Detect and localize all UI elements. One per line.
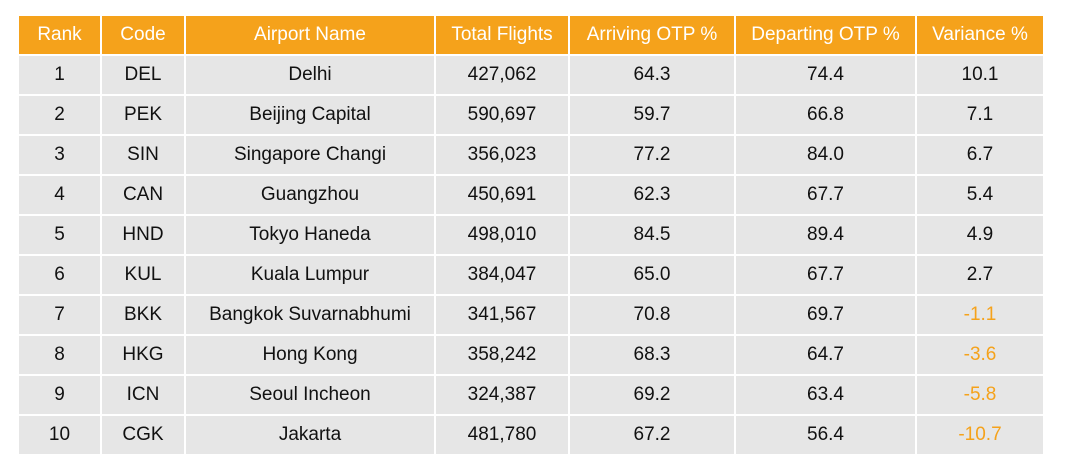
cell-departing-otp: 64.7 (736, 336, 915, 374)
cell-arriving-otp: 84.5 (570, 216, 734, 254)
airport-otp-table: Rank Code Airport Name Total Flights Arr… (17, 14, 1045, 456)
header-variance: Variance % (917, 16, 1043, 54)
cell-arriving-otp: 69.2 (570, 376, 734, 414)
cell-airport-name: Bangkok Suvarnabhumi (186, 296, 434, 334)
cell-airport-name: Singapore Changi (186, 136, 434, 174)
cell-airport-name: Kuala Lumpur (186, 256, 434, 294)
cell-departing-otp: 89.4 (736, 216, 915, 254)
cell-departing-otp: 63.4 (736, 376, 915, 414)
header-code: Code (102, 16, 184, 54)
cell-rank: 6 (19, 256, 100, 294)
cell-arriving-otp: 68.3 (570, 336, 734, 374)
cell-code: CAN (102, 176, 184, 214)
header-total-flights: Total Flights (436, 16, 568, 54)
table-row: 8 HKG Hong Kong 358,242 68.3 64.7 -3.6 (19, 336, 1043, 374)
cell-variance: 4.9 (917, 216, 1043, 254)
cell-airport-name: Guangzhou (186, 176, 434, 214)
table-container: Rank Code Airport Name Total Flights Arr… (19, 16, 1043, 454)
cell-code: HKG (102, 336, 184, 374)
cell-departing-otp: 69.7 (736, 296, 915, 334)
cell-code: KUL (102, 256, 184, 294)
header-arriving-otp: Arriving OTP % (570, 16, 734, 54)
cell-arriving-otp: 65.0 (570, 256, 734, 294)
cell-code: BKK (102, 296, 184, 334)
table-body: 1 DEL Delhi 427,062 64.3 74.4 10.1 2 PEK Beijing … (19, 56, 1043, 454)
cell-total-flights: 450,691 (436, 176, 568, 214)
cell-rank: 4 (19, 176, 100, 214)
table-row: 2 PEK Beijing Capital 590,697 59.7 66.8 7.1 (19, 96, 1043, 134)
cell-code: DEL (102, 56, 184, 94)
cell-code: HND (102, 216, 184, 254)
cell-variance: 7.1 (917, 96, 1043, 134)
cell-total-flights: 590,697 (436, 96, 568, 134)
cell-variance: -5.8 (917, 376, 1043, 414)
table-row: 3 SIN Singapore Changi 356,023 77.2 84.0 6.7 (19, 136, 1043, 174)
cell-departing-otp: 74.4 (736, 56, 915, 94)
cell-total-flights: 498,010 (436, 216, 568, 254)
cell-rank: 9 (19, 376, 100, 414)
cell-airport-name: Seoul Incheon (186, 376, 434, 414)
cell-total-flights: 324,387 (436, 376, 568, 414)
cell-total-flights: 384,047 (436, 256, 568, 294)
cell-departing-otp: 84.0 (736, 136, 915, 174)
cell-rank: 7 (19, 296, 100, 334)
cell-departing-otp: 67.7 (736, 176, 915, 214)
cell-code: PEK (102, 96, 184, 134)
table-row: 7 BKK Bangkok Suvarnabhumi 341,567 70.8 69.7-… (19, 296, 1043, 334)
cell-code: CGK (102, 416, 184, 454)
header-airport-name: Airport Name (186, 16, 434, 54)
cell-total-flights: 358,242 (436, 336, 568, 374)
cell-rank: 2 (19, 96, 100, 134)
cell-airport-name: Beijing Capital (186, 96, 434, 134)
cell-arriving-otp: 67.2 (570, 416, 734, 454)
cell-code: ICN (102, 376, 184, 414)
cell-rank: 8 (19, 336, 100, 374)
cell-variance: -10.7 (917, 416, 1043, 454)
cell-total-flights: 341,567 (436, 296, 568, 334)
cell-variance: 10.1 (917, 56, 1043, 94)
cell-rank: 10 (19, 416, 100, 454)
cell-airport-name: Hong Kong (186, 336, 434, 374)
cell-departing-otp: 56.4 (736, 416, 915, 454)
cell-airport-name: Tokyo Haneda (186, 216, 434, 254)
header-departing-otp: Departing OTP % (736, 16, 915, 54)
cell-arriving-otp: 70.8 (570, 296, 734, 334)
cell-departing-otp: 66.8 (736, 96, 915, 134)
cell-arriving-otp: 59.7 (570, 96, 734, 134)
cell-variance: 2.7 (917, 256, 1043, 294)
cell-arriving-otp: 64.3 (570, 56, 734, 94)
table-row: 5 HND Tokyo Haneda 498,010 84.5 89.4 4.9 (19, 216, 1043, 254)
cell-total-flights: 427,062 (436, 56, 568, 94)
table-row: 4 CAN Guangzhou 450,691 62.3 67.7 5.4 (19, 176, 1043, 214)
cell-rank: 5 (19, 216, 100, 254)
header-row: Rank Code Airport Name Total Flights Arr… (19, 16, 1043, 54)
cell-airport-name: Delhi (186, 56, 434, 94)
cell-airport-name: Jakarta (186, 416, 434, 454)
header-rank: Rank (19, 16, 100, 54)
table-row: 10 CGK Jakarta 481,780 67.2 56.4 -10.7 (19, 416, 1043, 454)
cell-code: SIN (102, 136, 184, 174)
cell-rank: 1 (19, 56, 100, 94)
table-row: 6 KUL Kuala Lumpur 384,047 65.0 67.7 2.7 (19, 256, 1043, 294)
cell-variance: 6.7 (917, 136, 1043, 174)
cell-variance: 5.4 (917, 176, 1043, 214)
cell-total-flights: 481,780 (436, 416, 568, 454)
cell-arriving-otp: 62.3 (570, 176, 734, 214)
cell-rank: 3 (19, 136, 100, 174)
cell-arriving-otp: 77.2 (570, 136, 734, 174)
cell-variance: -3.6 (917, 336, 1043, 374)
table-row: 9 ICN Seoul Incheon 324,387 69.2 63.4 -5.8 (19, 376, 1043, 414)
table-row: 1 DEL Delhi 427,062 64.3 74.4 10.1 (19, 56, 1043, 94)
cell-departing-otp: 67.7 (736, 256, 915, 294)
cell-variance: -1.1 (917, 296, 1043, 334)
cell-total-flights: 356,023 (436, 136, 568, 174)
